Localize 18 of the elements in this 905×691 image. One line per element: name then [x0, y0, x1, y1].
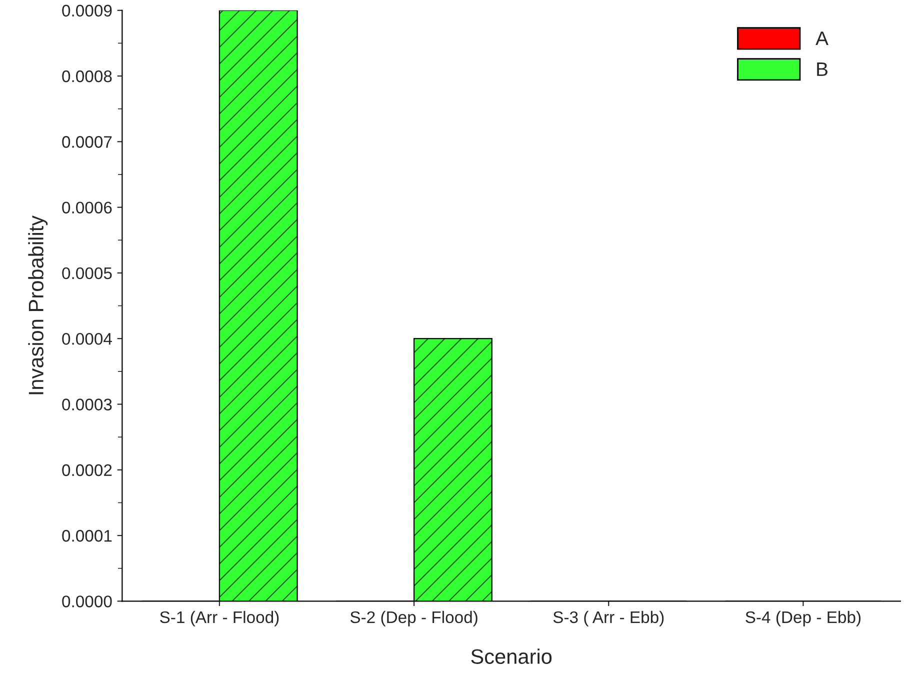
y-tick-label: 0.0007	[62, 136, 112, 148]
y-tick-label: 0.0009	[62, 4, 112, 17]
y-tick-label: 0.0008	[62, 70, 112, 82]
y-tick-label: 0.0000	[62, 596, 112, 608]
legend-label: A	[816, 32, 828, 45]
y-tick-label: 0.0006	[62, 202, 112, 214]
y-tick-label: 0.0003	[62, 398, 112, 410]
x-axis-title: Scenario	[471, 648, 552, 664]
y-tick-label: 0.0005	[62, 267, 112, 280]
y-axis-title: Invasion Probability	[28, 215, 48, 394]
x-tick-label: S-3 ( Arr - Ebb)	[553, 610, 664, 626]
legend-label: B	[817, 62, 828, 76]
y-tick-label: 0.0002	[62, 464, 112, 476]
x-tick-label: S-4 (Dep - Ebb)	[746, 610, 861, 626]
x-tick-label: S-1 (Arr - Flood)	[160, 610, 279, 626]
y-tick-label: 0.0001	[62, 530, 112, 542]
y-tick-label: 0.0004	[62, 332, 112, 345]
x-tick-label: S-2 (Dep - Flood)	[350, 610, 478, 626]
